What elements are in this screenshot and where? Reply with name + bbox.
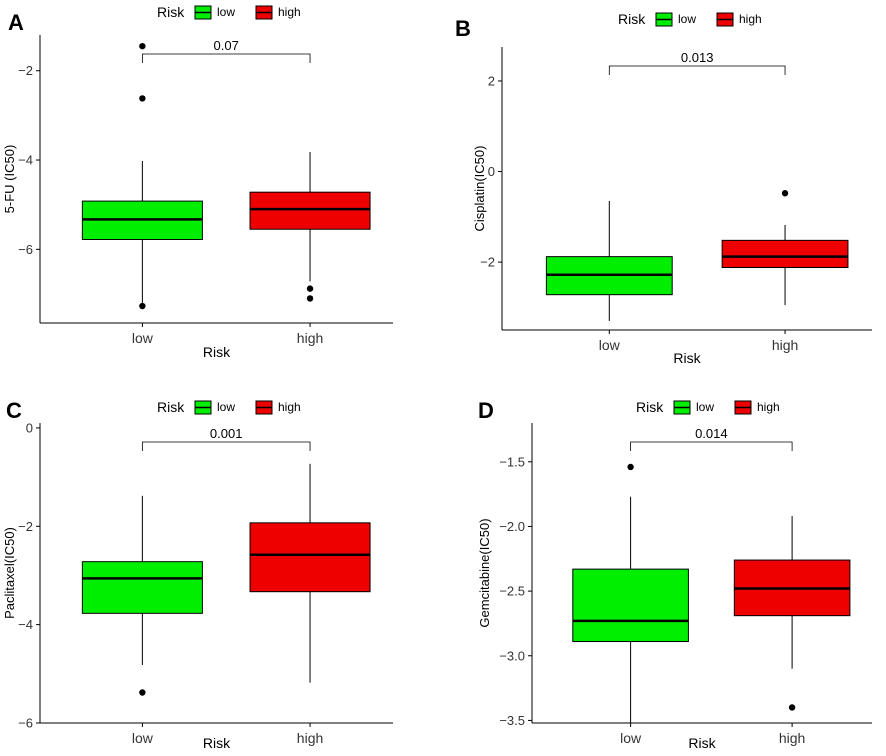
- y-axis-label: Paclitaxel(IC50): [2, 527, 17, 619]
- outlier-point: [139, 42, 146, 50]
- x-tick-label: low: [620, 730, 642, 746]
- x-axis-label: Risk: [688, 735, 716, 751]
- x-axis-label: Risk: [673, 350, 701, 366]
- legend-label-high: high: [739, 12, 762, 26]
- outlier-point: [306, 295, 314, 302]
- outlier-point: [139, 689, 146, 696]
- y-tick-label: −2.5: [499, 584, 525, 599]
- legend-title: Risk: [636, 399, 664, 415]
- p-value-label: 0.014: [695, 426, 728, 441]
- panel-c: C Risk low high 0 −2 −4 −6 Paclitaxel(IC50) low hi…: [2, 398, 393, 751]
- panel-letter: D: [478, 398, 494, 423]
- box-body: [721, 239, 849, 269]
- y-tick-label: 0: [488, 164, 495, 179]
- outlier-point: [781, 190, 789, 197]
- y-tick-label: −3.0: [499, 648, 525, 663]
- y-tick-label: −2.0: [499, 519, 525, 534]
- x-tick-label: high: [772, 337, 798, 353]
- box-low: [545, 200, 673, 321]
- outlier-point: [627, 463, 634, 471]
- outlier-point: [306, 285, 314, 292]
- legend-label-low: low: [696, 400, 714, 414]
- y-axis-label: 5-FU (IC50): [2, 145, 17, 214]
- significance-bracket: [141, 441, 311, 451]
- y-tick-label: −2: [480, 255, 495, 270]
- significance-bracket: [630, 441, 793, 451]
- box-high: [249, 151, 371, 302]
- y-tick-label: 2: [488, 73, 495, 88]
- panel-letter: B: [455, 16, 471, 41]
- y-tick-label: −3.5: [499, 713, 525, 728]
- x-axis-label: Risk: [203, 344, 231, 360]
- y-tick-label: −2: [18, 519, 33, 534]
- legend-label-high: high: [757, 400, 780, 414]
- outlier-point: [139, 95, 146, 102]
- p-value-label: 0.07: [214, 38, 239, 53]
- box-low: [572, 463, 689, 723]
- panel-letter: C: [6, 398, 22, 423]
- x-tick-label: low: [599, 337, 621, 353]
- legend-title: Risk: [157, 4, 185, 20]
- box-body: [249, 522, 371, 593]
- box-body: [249, 191, 371, 230]
- significance-bracket: [608, 65, 786, 75]
- y-tick-label: 0: [26, 420, 33, 435]
- legend-label-high: high: [278, 400, 301, 414]
- significance-bracket: [141, 53, 311, 63]
- box-high: [721, 190, 849, 306]
- legend-title: Risk: [618, 11, 646, 27]
- y-tick-label: −2: [18, 63, 33, 78]
- panel-d: D Risk low high −1.5 −2.0 −2.5 −3.0 −3.5 Gemcitab…: [477, 398, 872, 751]
- legend: Risk low high: [618, 11, 762, 27]
- legend-label-low: low: [217, 5, 235, 19]
- panel-a: A Risk low high−2−4−65-FU (IC50)low highRisk…: [2, 4, 393, 360]
- legend: Risk low high: [636, 399, 780, 415]
- panel-letter: A: [8, 10, 24, 35]
- box-high: [733, 516, 851, 711]
- box-high: [249, 463, 371, 683]
- legend-title: Risk: [157, 399, 185, 415]
- box-low: [81, 495, 203, 696]
- y-tick-label: −4: [18, 617, 33, 632]
- x-tick-label: low: [132, 730, 154, 746]
- x-tick-label: high: [297, 330, 323, 346]
- y-tick-label: −6: [18, 716, 33, 731]
- p-value-label: 0.001: [210, 426, 243, 441]
- legend-label-low: low: [217, 400, 235, 414]
- x-tick-label: high: [779, 730, 805, 746]
- legend-label-low: low: [678, 12, 696, 26]
- y-axis-label: Gemcitabine(IC50): [477, 518, 492, 627]
- y-tick-label: −6: [18, 242, 33, 257]
- box-body: [81, 561, 203, 614]
- x-tick-label: low: [132, 330, 154, 346]
- x-tick-label: high: [297, 730, 323, 746]
- box-body: [572, 568, 689, 643]
- x-axis-label: Risk: [203, 735, 231, 751]
- outlier-point: [139, 302, 146, 310]
- outlier-point: [788, 704, 796, 711]
- legend-label-high: high: [278, 5, 301, 19]
- box-low: [81, 42, 203, 310]
- y-axis-label: Cisplatin(IC50): [472, 146, 487, 232]
- p-value-label: 0.013: [681, 50, 714, 65]
- y-tick-label: −1.5: [499, 454, 525, 469]
- y-tick-label: −4: [18, 153, 33, 168]
- legend: Risk low high: [157, 399, 301, 415]
- legend: Risk low high: [157, 4, 301, 20]
